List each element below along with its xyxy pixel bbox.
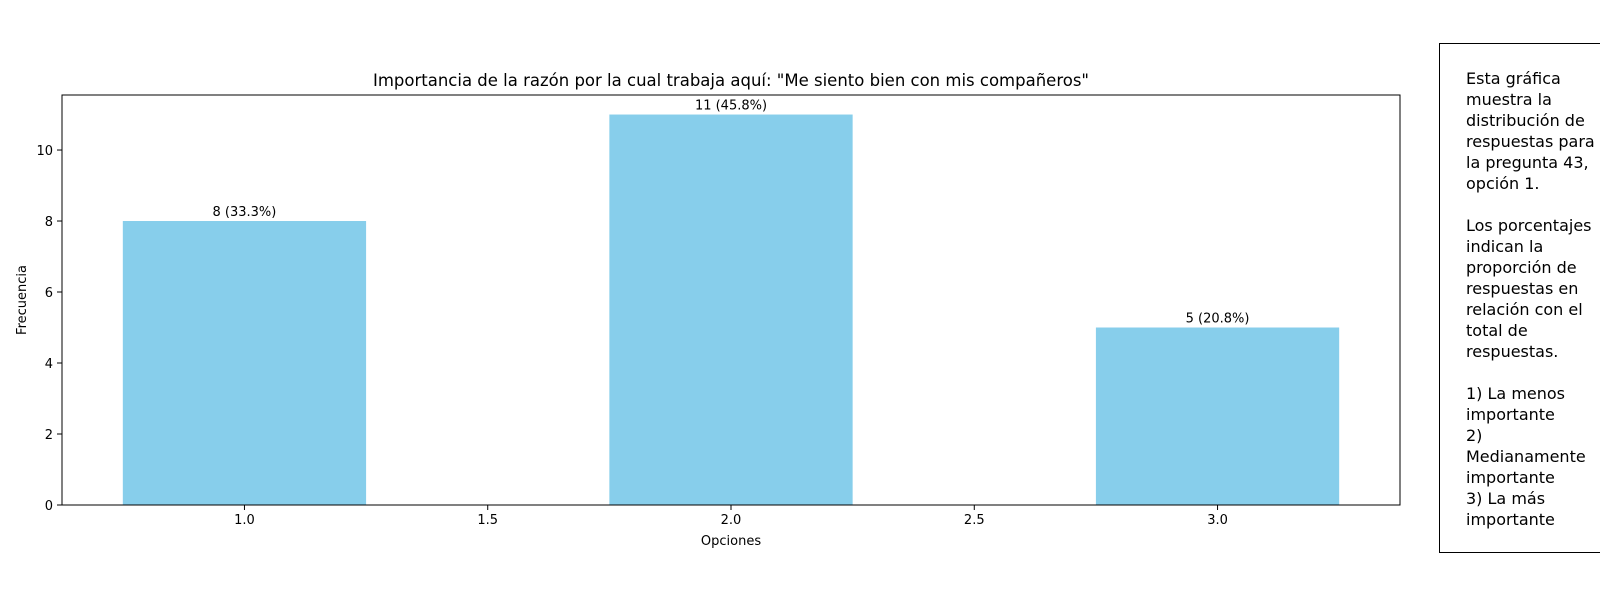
bar-value-label: 11 (45.8%) — [695, 99, 767, 114]
x-tick-label: 2.0 — [721, 513, 742, 528]
x-tick-label: 2.5 — [964, 513, 985, 528]
x-tick-label: 3.0 — [1207, 513, 1228, 528]
bar-value-label: 5 (20.8%) — [1186, 312, 1250, 327]
x-axis-label: Opciones — [701, 534, 761, 549]
bar — [122, 221, 367, 505]
y-tick-label: 6 — [45, 286, 53, 301]
bar — [609, 114, 853, 506]
y-tick-label: 0 — [45, 499, 53, 514]
x-tick-label: 1.0 — [234, 513, 255, 528]
y-axis-label: Frecuencia — [15, 265, 30, 335]
bar-labels-layer: 8 (33.3%) 11 (45.8%) 5 (20.8%) — [213, 99, 1250, 327]
x-axis-ticks: 1.0 1.5 2.0 2.5 3.0 — [234, 505, 1228, 528]
x-tick-label: 1.5 — [477, 513, 498, 528]
y-axis-ticks: 0 2 4 6 8 10 — [36, 144, 62, 514]
bar — [1095, 327, 1340, 505]
annotation-box — [1439, 43, 1600, 553]
chart-title: Importancia de la razón por la cual trab… — [373, 71, 1089, 90]
y-tick-label: 10 — [36, 144, 53, 159]
y-tick-label: 4 — [45, 357, 53, 372]
y-tick-label: 2 — [45, 428, 53, 443]
bar-value-label: 8 (33.3%) — [213, 205, 277, 220]
annotation-text: Esta gráfica muestra la distribución de … — [1466, 69, 1595, 529]
bars-layer — [122, 114, 1340, 506]
y-tick-label: 8 — [45, 215, 53, 230]
